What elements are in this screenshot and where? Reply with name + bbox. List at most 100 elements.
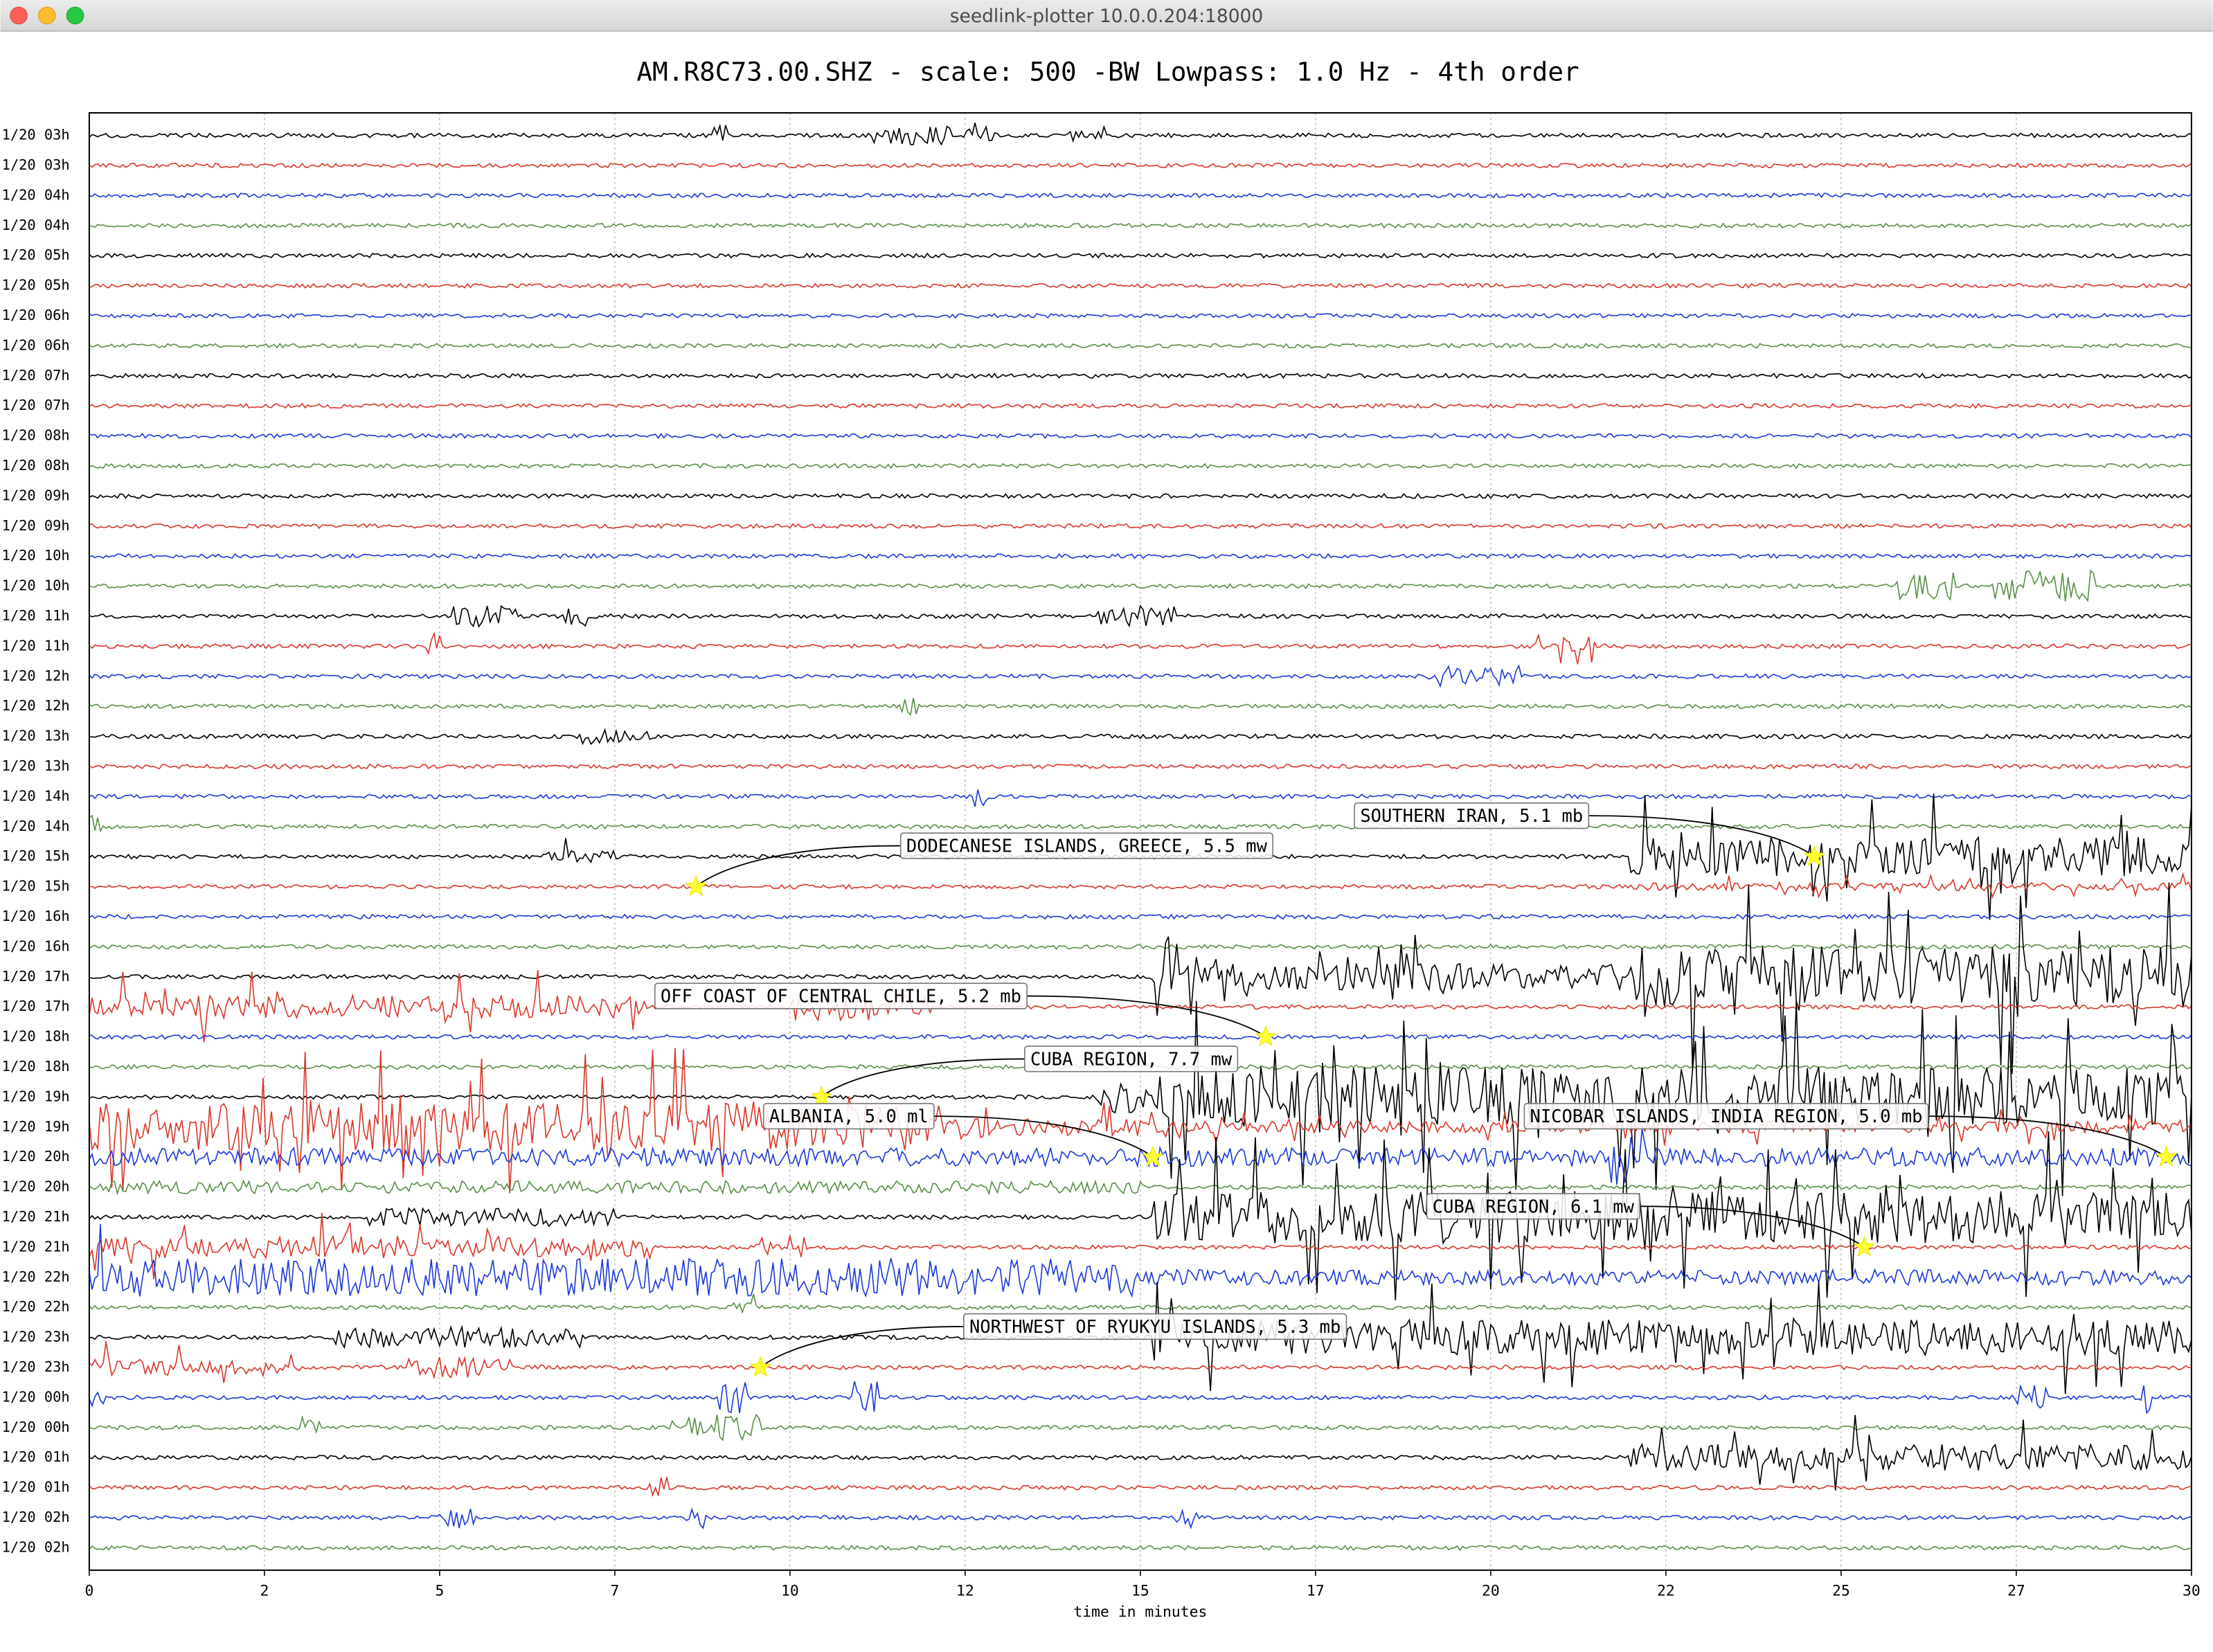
minimize-button[interactable] — [37, 6, 56, 25]
trace-label: 1/20 11h — [2, 637, 70, 654]
trace — [89, 789, 2192, 807]
trace — [89, 493, 2192, 499]
event-label-box — [1523, 1102, 1929, 1130]
trace-label: 1/20 20h — [2, 1148, 70, 1165]
trace — [89, 763, 2192, 770]
trace-label: 1/20 17h — [2, 998, 70, 1014]
trace — [89, 402, 2192, 409]
trace — [89, 523, 2192, 530]
event-arrow — [821, 1058, 1025, 1098]
chart-title: AM.R8C73.00.SHZ - scale: 500 -BW Lowpass… — [636, 56, 1579, 87]
trace — [89, 872, 2192, 899]
event-arrow — [1588, 815, 1815, 857]
x-tick-label: 27 — [2007, 1582, 2025, 1599]
trace-label: 1/20 05h — [2, 246, 70, 263]
trace — [89, 728, 2192, 746]
trace-label: 1/20 06h — [2, 307, 70, 323]
close-button[interactable] — [10, 6, 28, 25]
trace — [89, 631, 2192, 665]
trace-label: 1/20 15h — [2, 847, 70, 864]
trace — [89, 1413, 2192, 1442]
event-marker — [749, 1356, 772, 1377]
trace — [89, 969, 2192, 1043]
event-label-box — [1024, 1045, 1239, 1072]
x-tick-label: 20 — [1482, 1582, 1500, 1599]
trace — [89, 882, 2192, 1075]
x-tick-label: 10 — [781, 1582, 799, 1599]
trace-label: 1/20 13h — [2, 757, 70, 774]
trace-label: 1/20 16h — [2, 908, 70, 924]
plot-frame — [88, 111, 2192, 1571]
trace — [89, 252, 2192, 259]
event-label: ALBANIA, 5.0 ml — [769, 1106, 929, 1127]
trace-label: 1/20 00h — [2, 1388, 70, 1405]
trace-label: 1/20 16h — [2, 937, 70, 954]
trace-label: 1/20 12h — [2, 697, 70, 714]
event-label: NORTHWEST OF RYUKYU ISLANDS, 5.3 mb — [969, 1317, 1341, 1338]
trace — [89, 664, 2192, 688]
trace — [89, 1341, 2192, 1383]
x-axis-label: time in minutes — [1073, 1604, 1207, 1621]
trace-label: 1/20 02h — [2, 1509, 70, 1525]
event-label: CUBA REGION, 6.1 mw — [1433, 1196, 1635, 1217]
trace-label: 1/20 12h — [2, 667, 70, 684]
trace-label: 1/20 23h — [2, 1358, 70, 1375]
trace-label: 1/20 09h — [2, 487, 70, 503]
event-arrow — [933, 1115, 1154, 1158]
event-label-box — [654, 982, 1028, 1009]
event-arrow — [760, 1326, 964, 1368]
event-label-box — [1426, 1193, 1640, 1220]
trace — [89, 162, 2192, 169]
trace-label: 1/20 14h — [2, 787, 70, 804]
event-label-box — [1354, 802, 1590, 829]
trace-label: 1/20 11h — [2, 607, 70, 624]
event-label-box — [762, 1102, 935, 1130]
trace — [89, 192, 2192, 199]
trace-label: 1/20 21h — [2, 1208, 70, 1225]
event-marker — [1142, 1145, 1165, 1167]
trace-label: 1/20 06h — [2, 336, 70, 353]
event-label-box — [899, 832, 1273, 859]
trace-label: 1/20 18h — [2, 1028, 70, 1045]
trace-label: 1/20 17h — [2, 968, 70, 985]
event-marker — [685, 874, 708, 897]
event-marker — [1255, 1025, 1277, 1047]
event-annotation: CUBA REGION, 7.7 mw — [810, 1045, 1239, 1107]
trace-label: 1/20 02h — [2, 1538, 70, 1555]
trace-label: 1/20 22h — [2, 1298, 70, 1315]
event-arrow — [1027, 995, 1266, 1038]
trace — [89, 1129, 2192, 1185]
x-tick-label: 0 — [84, 1582, 93, 1599]
zoom-button[interactable] — [66, 6, 84, 25]
x-tick-label: 15 — [1131, 1582, 1149, 1599]
trace-label: 1/20 20h — [2, 1178, 70, 1195]
title-bar — [0, 0, 2213, 31]
event-annotation: SOUTHERN IRAN, 5.1 mb — [1354, 802, 1826, 866]
x-tick-label: 22 — [1657, 1582, 1675, 1599]
trace — [89, 433, 2192, 440]
trace-label: 1/20 07h — [2, 367, 70, 384]
event-marker — [1853, 1235, 1876, 1257]
trace — [89, 814, 2192, 833]
trace — [89, 1507, 2192, 1529]
event-annotation: DODECANESE ISLANDS, GREECE, 5.5 mw — [685, 832, 1273, 897]
event-label-box — [962, 1313, 1347, 1340]
event-annotation: CUBA REGION, 6.1 mw — [1426, 1193, 1876, 1257]
event-label: NICOBAR ISLANDS, INDIA REGION, 5.0 mb — [1530, 1106, 1923, 1127]
trace — [89, 312, 2192, 319]
trace — [89, 1545, 2192, 1551]
trace-label: 1/20 19h — [2, 1118, 70, 1135]
trace-label: 1/20 22h — [2, 1268, 70, 1285]
trace-label: 1/20 10h — [2, 547, 70, 564]
event-arrow — [695, 845, 901, 888]
trace — [89, 342, 2192, 349]
trace-label: 1/20 19h — [2, 1088, 70, 1104]
x-tick-label: 17 — [1307, 1582, 1325, 1599]
trace-label: 1/20 18h — [2, 1058, 70, 1075]
event-annotation: OFF COAST OF CENTRAL CHILE, 5.2 mb — [654, 982, 1277, 1047]
trace — [89, 1477, 2192, 1498]
trace-label: 1/20 00h — [2, 1419, 70, 1435]
trace-label: 1/20 03h — [2, 127, 70, 143]
